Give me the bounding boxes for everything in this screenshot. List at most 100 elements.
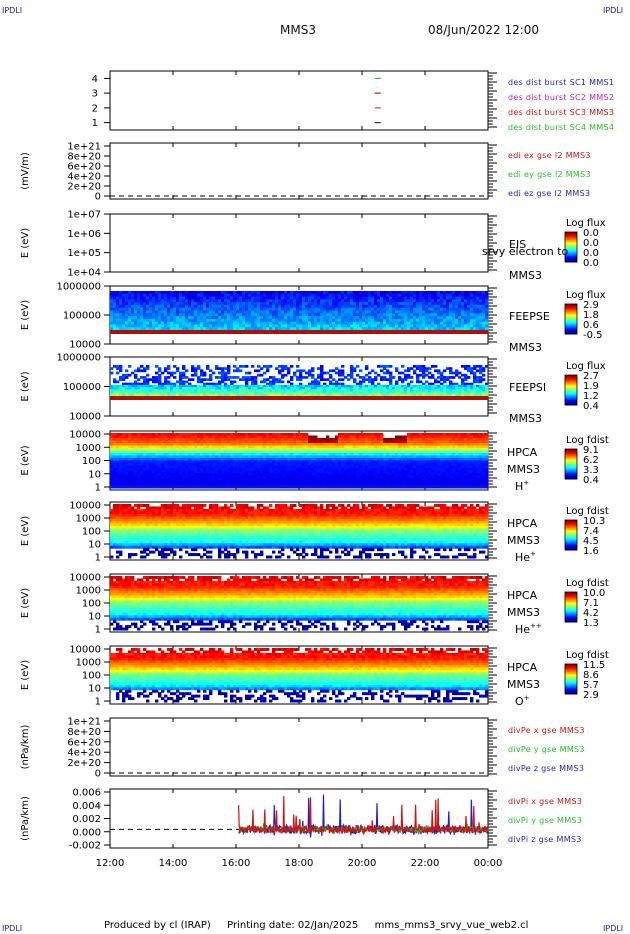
x-tick-label: 18:00	[285, 858, 314, 869]
panel-divpe-ytick-label: 4e+20	[67, 748, 101, 759]
panel-des-dist-burst-ytick-label: 3	[92, 89, 98, 100]
page-title: MMS3	[280, 23, 316, 37]
panel-des-dist-burst-ytick-label: 2	[92, 103, 98, 114]
panel-hpca-he-ylabel: E (eV)	[20, 516, 31, 546]
panel-feeps-e-right-ticks	[488, 287, 497, 343]
panel-hpca-he2-y-axis: 10000 1000 100 10 1	[69, 573, 110, 636]
panel-edi-e-gse-ytick-label: 6e+20	[67, 162, 101, 173]
panel-divpe-legend-entry: divPe z gse MMS3	[508, 764, 584, 773]
panel-feeps-e-colorbar-tick: 2.9	[583, 300, 599, 311]
panel-hpca-he2-colorbar-tick: 4.2	[583, 608, 599, 619]
panel-hpca-o-spacecraft-label: MMS3	[507, 678, 540, 691]
panel-eis-ytick-label: 1e+06	[67, 229, 101, 240]
panel-feeps-e-colorbar-tick: -0.5	[583, 330, 603, 341]
panel-feeps-i-colorbar-tick: 0.4	[583, 401, 599, 412]
panel-edi-e-gse-legend-entry: edi ey gse l2 MMS3	[508, 170, 591, 179]
panel-hpca-o-instrument-label: HPCA	[507, 661, 538, 674]
panel-feeps-i-colorbar-tick: 1.2	[583, 391, 599, 402]
panel-divpe-legend-entry: divPe y gse MMS3	[508, 745, 585, 754]
x-tick-label: 22:00	[411, 858, 440, 869]
footer-filename: mms_mms3_srvy_vue_web2.cl	[374, 920, 529, 931]
panel-hpca-o-colorbar: 11.58.65.72.9	[564, 660, 605, 701]
panel-feeps-i-spacecraft-label: MMS3	[509, 412, 542, 425]
panel-des-dist-burst-frame	[109, 70, 489, 131]
panel-hpca-h-species-label: H+	[515, 479, 529, 493]
panel-hpca-he2-right-ticks	[488, 575, 497, 631]
panel-hpca-he-ytick-label: 100	[82, 527, 101, 538]
panel-hpca-o-colorbar-tick: 11.5	[583, 660, 605, 671]
panel-hpca-he2-ytick-label: 1000	[76, 586, 101, 597]
panel-hpca-h-colorbar-title: Log fdist	[566, 435, 609, 446]
panel-divpe-right-ticks	[488, 719, 497, 775]
panel-hpca-he-ytick-label: 1	[95, 553, 101, 564]
panel-hpca-he-colorbar-tick: 7.4	[583, 526, 599, 537]
panel-hpca-o-right-ticks	[488, 647, 497, 703]
panel-des-dist-burst-y-axis: 4 3 2 1	[92, 74, 110, 129]
panel-edi-e-gse-right-ticks	[488, 144, 497, 197]
panel-des-dist-burst-ytick-label: 1	[92, 118, 98, 129]
panel-hpca-he2-species-label: He++	[515, 622, 542, 636]
panel-divpe-ytick-label: 8e+20	[67, 727, 101, 738]
corner-label-bottom-right: IPDLI	[603, 924, 624, 933]
panel-eis-spacecraft-label: MMS3	[509, 269, 542, 282]
corner-label-bottom-left: IPDLI	[2, 924, 23, 933]
panel-eis-colorbar-tick: 0.0	[583, 228, 599, 239]
panel-feeps-i-colorbar: 2.71.91.20.4	[564, 371, 599, 412]
panel-hpca-o-ytick-label: 10000	[69, 645, 101, 656]
panel-edi-e-gse-legend-entry: edi ez gse l2 MMS3	[508, 189, 590, 198]
panel-feeps-i-colorbar-tick: 2.7	[583, 371, 599, 382]
panel-hpca-h-colorbar-tick: 3.3	[583, 465, 599, 476]
panel-des-dist-burst-right-ticks	[488, 72, 497, 128]
panel-feeps-i-y-axis: 1000000 100000 10000	[56, 353, 110, 423]
panel-hpca-he2-colorbar-tick: 7.1	[583, 598, 599, 609]
panel-hpca-he2-spacecraft-label: MMS3	[507, 606, 540, 619]
panel-feeps-e-spectrogram	[110, 291, 489, 334]
panel-hpca-he2-ytick-label: 10	[88, 612, 101, 623]
panel-feeps-e-instrument-label: FEEPSE	[509, 310, 550, 323]
panel-feeps-e-colorbar: 2.91.80.6-0.5	[564, 300, 603, 341]
panel-divpi-ytick-label: 0.006	[72, 788, 101, 799]
panel-divpi-ytick-label: -0.002	[69, 841, 101, 852]
panel-hpca-o-ytick-label: 10	[88, 684, 101, 695]
panel-hpca-he2-ytick-label: 1	[95, 625, 101, 636]
panel-divpi-time-ticks	[109, 789, 489, 848]
panel-eis-ylabel: E (eV)	[20, 228, 31, 258]
panel-feeps-e-time-ticks	[109, 286, 489, 344]
panel-hpca-he2-colorbar-tick: 10.0	[583, 588, 605, 599]
panel-hpca-he2-ylabel: E (eV)	[20, 588, 31, 618]
x-tick-label: 14:00	[159, 858, 188, 869]
panel-hpca-he-spectrogram	[110, 504, 489, 559]
panel-feeps-e-low-energy-strip	[110, 330, 488, 334]
panel-eis-instrument-label: EIS	[509, 238, 526, 251]
panel-edi-e-gse-ylabel: (mV/m)	[20, 152, 31, 190]
panel-divpe-ytick-label: 0	[95, 769, 101, 780]
panel-hpca-he-ytick-label: 1000	[76, 514, 101, 525]
panel-edi-e-gse-frame	[109, 142, 489, 200]
panel-hpca-h-ytick-label: 100	[82, 456, 101, 467]
panel-feeps-e-spacecraft-label: MMS3	[509, 341, 542, 354]
panel-eis-ytick-label: 1e+07	[67, 210, 101, 221]
panel-divpi-legend-entry: divPi x gse MMS3	[508, 797, 582, 806]
panel-hpca-he-ytick-label: 10	[88, 540, 101, 551]
page-datetime: 08/Jun/2022 12:00	[428, 23, 540, 37]
panel-feeps-i-time-ticks	[109, 357, 489, 416]
footer-producer: Produced by cl (IRAP)	[104, 920, 211, 931]
panel-feeps-i-right-ticks	[488, 358, 497, 414]
panel-edi-e-gse-time-ticks	[109, 143, 489, 199]
panel-hpca-he-species-label: He+	[515, 550, 536, 564]
panel-eis-ytick-label: 1e+04	[67, 268, 101, 279]
panel-divpi-y-axis: 0.006 0.004 0.002 0.000 -0.002	[69, 788, 110, 852]
panel-hpca-h-colorbar: 9.16.23.30.4	[564, 445, 599, 486]
panel-eis-colorbar-tick: 0.0	[583, 258, 599, 269]
panel-divpi-frame	[109, 788, 489, 849]
panel-des-dist-burst-legend-entry: des dist burst SC3 MMS3	[508, 108, 614, 117]
panel-hpca-h-colorbar-tick: 9.1	[583, 445, 599, 456]
corner-label-top-left: IPDLI	[2, 6, 23, 15]
panel-eis-colorbar-tick: 0.0	[583, 248, 599, 259]
panel-hpca-o-ylabel: E (eV)	[20, 660, 31, 690]
panel-hpca-o-colorbar-tick: 2.9	[583, 690, 599, 701]
panel-edi-e-gse-ytick-label: 4e+20	[67, 172, 101, 183]
